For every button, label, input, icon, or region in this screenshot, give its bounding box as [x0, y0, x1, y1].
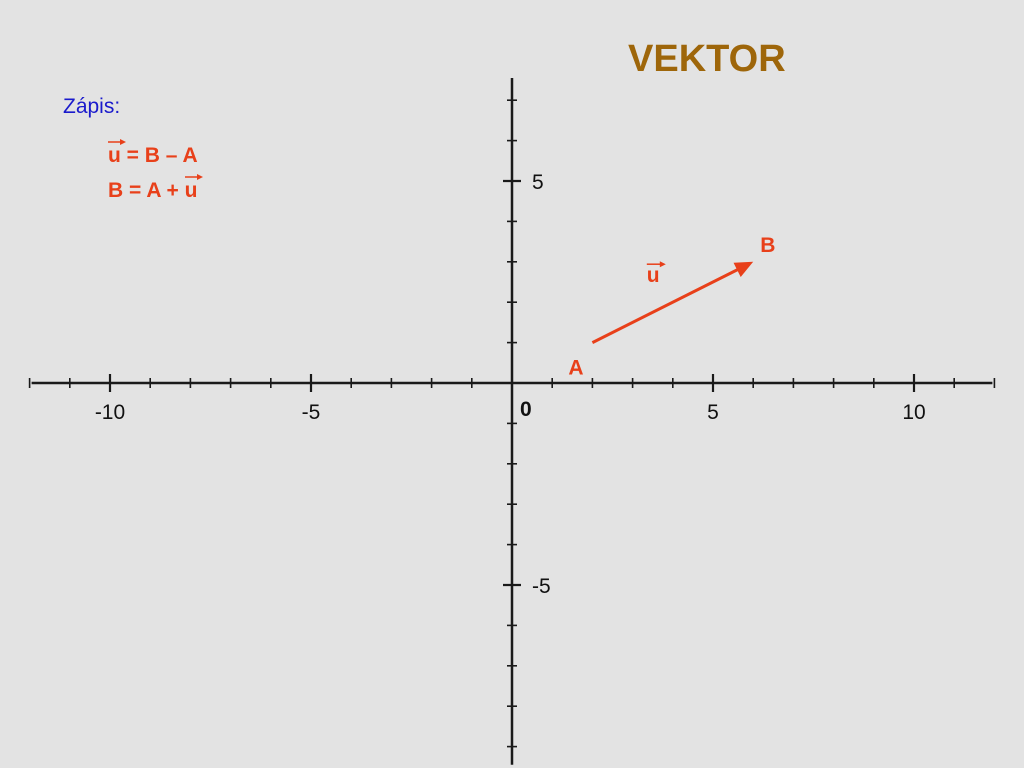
notation-label: Zápis: — [63, 95, 121, 118]
vector-symbol-u: u — [184, 174, 203, 203]
formula-b-equals-a-plus-u: B = A + u — [108, 174, 203, 203]
page-title: VEKTOR — [628, 38, 786, 80]
x-tick-label: 5 — [707, 401, 719, 424]
axes: -10 -5 5 10 5 -5 0 — [28, 78, 996, 765]
vector-label-arrow-head — [659, 261, 666, 268]
x-tick-label: -5 — [302, 401, 321, 424]
vector-arrow-icon — [184, 174, 203, 180]
point-label-b: B — [760, 234, 775, 257]
vector-letter: u — [108, 144, 121, 167]
vector-u-arrowhead — [733, 261, 754, 278]
vector-symbol-u: u — [108, 139, 126, 168]
vector-label-u: u — [647, 264, 660, 287]
y-tick-label: 5 — [532, 171, 544, 194]
formula-rest: = B – A — [120, 144, 198, 167]
formula-lead: B = A + — [108, 179, 185, 202]
origin-label: 0 — [520, 398, 532, 421]
y-tick-label: -5 — [532, 575, 551, 598]
vector-u-shaft — [591, 266, 742, 344]
vector-marks: A Bu — [568, 234, 775, 380]
vector-letter: u — [184, 179, 198, 202]
formula-u-equals-b-minus-a: u = B – A — [108, 139, 198, 168]
x-tick-label: -10 — [95, 401, 125, 424]
x-tick-label: 10 — [902, 401, 925, 424]
point-label-a: A — [568, 357, 583, 380]
vector-arrow-icon — [108, 139, 126, 145]
